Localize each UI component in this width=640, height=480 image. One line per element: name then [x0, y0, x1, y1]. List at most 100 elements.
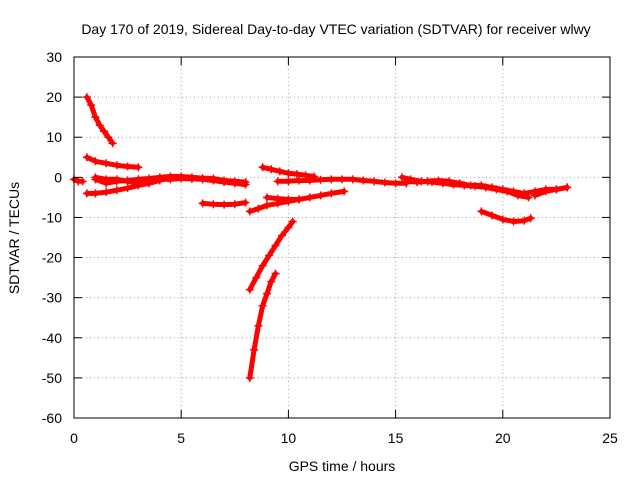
- axis-ticks: 0 5 10 15 20 25 -60 -50 -40 -30 -20 -10 0 10 20 30: [42, 49, 618, 446]
- data-point: [477, 207, 486, 216]
- data-point: [134, 163, 143, 172]
- data-point: [87, 101, 96, 110]
- data-point: [254, 321, 263, 330]
- data-point: [245, 373, 254, 382]
- data-point: [498, 215, 507, 224]
- data-point: [271, 241, 280, 250]
- data-point: [220, 200, 229, 209]
- series-arc-13: [273, 175, 411, 188]
- series-arc-6: [91, 173, 250, 189]
- data-point: [406, 175, 415, 184]
- data-point: [460, 181, 469, 190]
- data-point: [209, 200, 218, 209]
- x-tick-label: 5: [177, 430, 185, 446]
- data-point: [258, 301, 267, 310]
- data-point: [102, 159, 111, 168]
- data-point: [470, 182, 479, 191]
- data-point: [258, 163, 267, 172]
- data-point: [112, 161, 121, 170]
- data-point: [301, 171, 310, 180]
- data-point: [91, 157, 100, 166]
- data-point: [284, 177, 293, 186]
- data-point: [91, 173, 100, 182]
- series-arc-15: [398, 173, 533, 202]
- data-point: [526, 214, 535, 223]
- data-point: [391, 179, 400, 188]
- data-point: [327, 175, 336, 184]
- data-point: [340, 187, 349, 196]
- y-tick-label: 30: [46, 49, 62, 65]
- data-point: [305, 193, 314, 202]
- data-point: [245, 207, 254, 216]
- series-arc-3: [82, 153, 143, 172]
- data-point: [428, 178, 437, 187]
- series-arc-1: [70, 175, 87, 186]
- data-point: [305, 176, 314, 185]
- data-point: [78, 177, 87, 186]
- data-point: [241, 180, 250, 189]
- plot-frame: [73, 56, 611, 419]
- data-point: [166, 175, 175, 184]
- data-point: [91, 189, 100, 198]
- data-point: [262, 193, 271, 202]
- series-trace: [247, 219, 296, 293]
- data-point: [273, 194, 282, 203]
- data-point: [284, 195, 293, 204]
- data-point: [100, 127, 109, 136]
- data-point: [104, 133, 113, 142]
- data-point: [82, 189, 91, 198]
- series-arc-2: [82, 93, 117, 148]
- y-tick-label: -50: [42, 370, 62, 386]
- x-tick-label: 10: [281, 430, 297, 446]
- data-point: [198, 175, 207, 184]
- data-point: [563, 183, 572, 192]
- data-point: [102, 175, 111, 184]
- data-point: [327, 189, 336, 198]
- data-point: [177, 174, 186, 183]
- data-point: [198, 199, 207, 208]
- data-point: [91, 113, 100, 122]
- data-point: [112, 175, 121, 184]
- y-tick-label: -40: [42, 330, 62, 346]
- series-arc-12: [262, 187, 349, 204]
- series-trace: [532, 184, 570, 198]
- data-point: [265, 251, 274, 260]
- y-tick-label: -60: [42, 410, 62, 426]
- data-point: [273, 177, 282, 186]
- data-point: [359, 176, 368, 185]
- data-point: [267, 277, 276, 286]
- data-point: [230, 179, 239, 188]
- data-point: [245, 285, 254, 294]
- data-points: [70, 93, 572, 382]
- y-tick-label: 20: [46, 89, 62, 105]
- data-point: [316, 175, 325, 184]
- data-point: [449, 180, 458, 189]
- data-point: [82, 93, 91, 102]
- data-point: [258, 261, 267, 270]
- data-point: [271, 269, 280, 278]
- y-tick-label: -10: [42, 209, 62, 225]
- data-point: [262, 289, 271, 298]
- x-tick-label: 25: [602, 430, 618, 446]
- y-tick-label: -30: [42, 290, 62, 306]
- data-point: [438, 179, 447, 188]
- data-point: [509, 217, 518, 226]
- data-point: [145, 177, 154, 186]
- data-point: [277, 231, 286, 240]
- data-point: [220, 178, 229, 187]
- series-arc-17: [530, 183, 572, 200]
- data-point: [209, 176, 218, 185]
- data-point: [552, 185, 561, 194]
- x-tick-label: 0: [70, 430, 78, 446]
- data-point: [417, 177, 426, 186]
- data-point: [82, 153, 91, 162]
- data-point: [488, 211, 497, 220]
- data-point: [288, 217, 297, 226]
- y-tick-label: 0: [54, 169, 62, 185]
- data-point: [252, 273, 261, 282]
- data-point: [398, 173, 407, 182]
- data-point: [295, 195, 304, 204]
- series-arc-7: [198, 198, 250, 209]
